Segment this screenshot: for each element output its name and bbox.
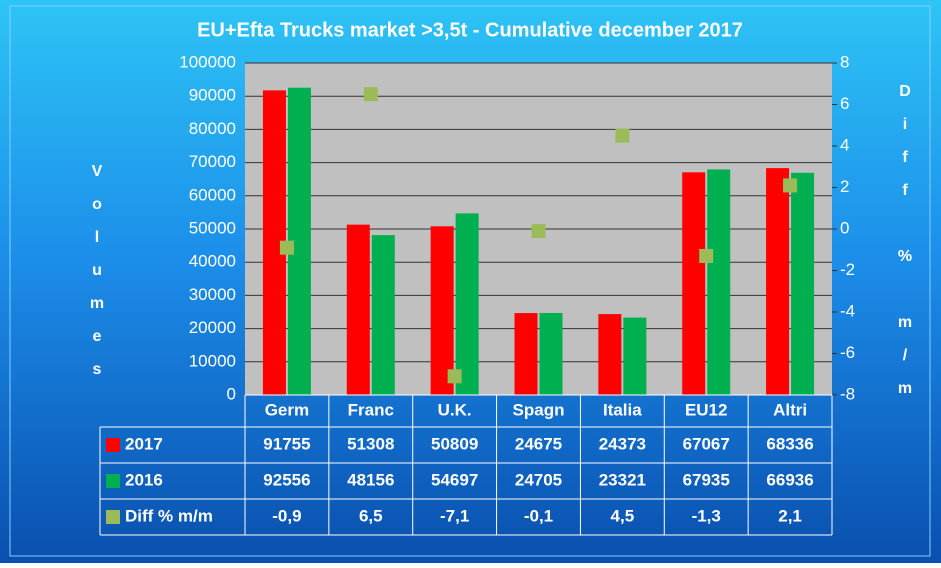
table-cell: -0,9	[272, 506, 301, 525]
y-tick-label: 60000	[189, 185, 236, 204]
x-tick-label: U.K.	[438, 400, 472, 419]
y-tick-label: 40000	[189, 252, 236, 271]
table-cell: -1,3	[692, 506, 721, 525]
y2-tick-label: -4	[840, 301, 855, 320]
y2-tick-label: 4	[840, 135, 849, 154]
bar	[371, 235, 395, 395]
table-cell: 48156	[347, 470, 394, 489]
x-tick-label: EU12	[685, 400, 728, 419]
table-cell: 4,5	[611, 506, 635, 525]
bar	[430, 226, 454, 395]
bar	[539, 312, 563, 395]
diff-marker	[783, 178, 798, 193]
y-tick-label: 70000	[189, 152, 236, 171]
table-cell: 2,1	[778, 506, 802, 525]
frame	[9, 5, 931, 557]
table-cell: 67935	[683, 470, 730, 489]
bar	[791, 172, 815, 395]
table-cell: 92556	[263, 470, 310, 489]
table-cell: 24675	[515, 434, 562, 453]
y2-tick-label: 2	[840, 177, 849, 196]
x-tick-label: Italia	[603, 400, 642, 419]
legend-swatch	[106, 474, 120, 488]
diff-marker	[447, 369, 462, 384]
y-tick-label: 0	[227, 384, 236, 403]
table-cell: 24373	[599, 434, 646, 453]
bar	[262, 90, 286, 395]
y-tick-label: 50000	[189, 218, 236, 237]
table-cell: 68336	[766, 434, 813, 453]
legend-swatch	[106, 438, 120, 452]
x-tick-label: Franc	[348, 400, 394, 419]
table-cell: 54697	[431, 470, 478, 489]
y-tick-label: 90000	[189, 86, 236, 105]
bar	[682, 172, 706, 395]
y-tick-label: 100000	[179, 52, 236, 71]
table-cell: 6,5	[359, 506, 383, 525]
table-cell: 50809	[431, 434, 478, 453]
x-tick-label: Altri	[773, 400, 807, 419]
bar	[287, 87, 311, 395]
bar	[346, 224, 370, 395]
y-tick-label: 20000	[189, 318, 236, 337]
bar	[766, 168, 790, 395]
bar	[598, 314, 622, 395]
table-cell: 67067	[683, 434, 730, 453]
table-cell: 24705	[515, 470, 562, 489]
y-tick-label: 30000	[189, 285, 236, 304]
y2-tick-label: 8	[840, 52, 849, 71]
diff-marker	[279, 240, 294, 255]
y2-tick-label: -2	[840, 260, 855, 279]
y-tick-label: 80000	[189, 119, 236, 138]
diff-marker	[531, 224, 546, 239]
legend-label: 2017	[125, 434, 163, 453]
table-cell: 51308	[347, 434, 394, 453]
x-tick-label: Spagn	[513, 400, 565, 419]
chart-title: EU+Efta Trucks market >3,5t - Cumulative…	[197, 19, 743, 41]
table-cell: 91755	[263, 434, 310, 453]
y2-tick-label: 6	[840, 94, 849, 113]
legend-label: Diff % m/m	[125, 506, 213, 525]
legend-swatch	[106, 510, 120, 524]
table-cell: 66936	[766, 470, 813, 489]
bar	[707, 169, 731, 395]
diff-marker	[699, 248, 714, 263]
table-cell: -7,1	[440, 506, 469, 525]
y-tick-label: 10000	[189, 351, 236, 370]
diff-marker	[363, 87, 378, 102]
y2-tick-label: -8	[840, 384, 855, 403]
y2-tick-label: -6	[840, 343, 855, 362]
table-cell: -0,1	[524, 506, 553, 525]
legend-label: 2016	[125, 470, 163, 489]
diff-marker	[615, 128, 630, 143]
table-cell: 23321	[599, 470, 646, 489]
y2-tick-label: 0	[840, 218, 849, 237]
bar	[455, 213, 479, 395]
x-tick-label: Germ	[265, 400, 309, 419]
bar	[623, 317, 647, 395]
bar	[514, 313, 538, 395]
